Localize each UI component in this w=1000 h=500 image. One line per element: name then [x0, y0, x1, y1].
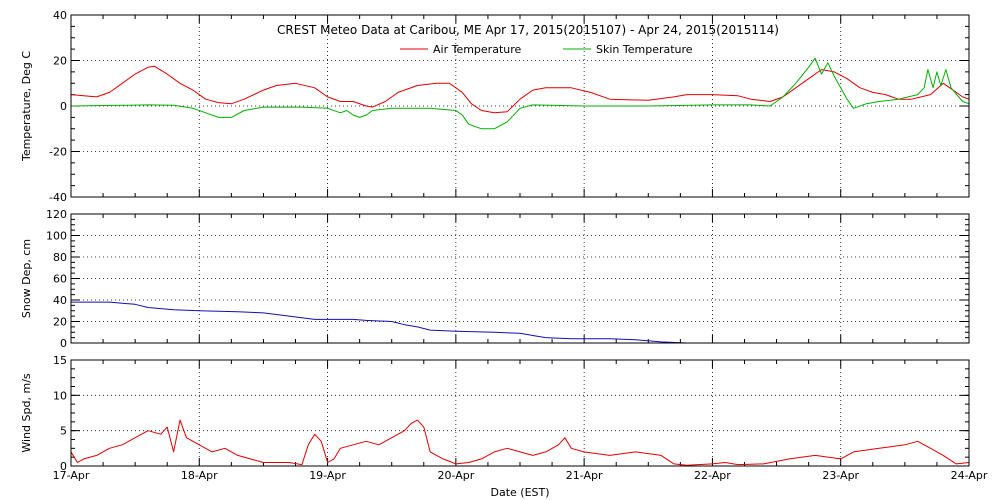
x-tick-label: 24-Apr [951, 469, 988, 482]
y-tick-label: 15 [53, 354, 67, 367]
y-axis-label: Snow Dep, cm [20, 239, 33, 318]
panel-frame [70, 213, 970, 344]
panel-temperature: -40 -20 0 20 40 Temperature, Deg C Air Tempera… [20, 9, 970, 204]
y-tick-label: 0 [60, 460, 67, 473]
y-tick-label: 100 [46, 230, 67, 243]
x-tick-label: 17-Apr [53, 469, 90, 482]
y-tick-label: 10 [53, 389, 67, 402]
series-line-temperature-0 [70, 65, 970, 114]
y-tick-label: 80 [53, 251, 67, 264]
series-line-snow-depth-0 [71, 301, 969, 344]
panel-frame [70, 359, 970, 467]
legend-label: Air Temperature [433, 43, 522, 56]
series-line-temperature-1 [70, 57, 970, 130]
x-tick-label: 22-Apr [694, 469, 731, 482]
y-tick-label: -20 [49, 146, 67, 159]
y-tick-label: 60 [53, 273, 67, 286]
x-axis-label: Date (EST) [490, 486, 549, 499]
x-tick-label: 21-Apr [566, 469, 603, 482]
y-tick-label: 5 [60, 425, 67, 438]
y-tick-label: 40 [53, 294, 67, 307]
panel-snow-depth: 0 20 40 60 80 100 120 Snow Dep, cm [20, 208, 970, 350]
y-tick-label: -40 [49, 191, 67, 204]
legend: Air Temperature Skin Temperature [400, 43, 693, 56]
y-tick-label: 0 [60, 337, 67, 350]
panel-frame [70, 14, 970, 198]
y-tick-label: 120 [46, 208, 67, 221]
x-tick-label: 18-Apr [181, 469, 218, 482]
y-axis-label: Temperature, Deg C [20, 51, 33, 162]
y-axis-label: Wind Spd, m/s [20, 373, 33, 453]
panel-wind-speed: 0 5 10 15 Wind Spd, m/s [20, 354, 970, 473]
y-tick-label: 20 [53, 316, 67, 329]
y-tick-label: 40 [53, 9, 67, 22]
x-tick-label: 20-Apr [437, 469, 474, 482]
x-tick-label: 23-Apr [822, 469, 859, 482]
y-tick-label: 0 [60, 100, 67, 113]
y-tick-label: 20 [53, 55, 67, 68]
x-tick-label: 19-Apr [309, 469, 346, 482]
chart-title: CREST Meteo Data at Caribou, ME Apr 17, … [277, 23, 779, 37]
series-line-wind-speed-0 [70, 419, 970, 466]
legend-label: Skin Temperature [596, 43, 693, 56]
